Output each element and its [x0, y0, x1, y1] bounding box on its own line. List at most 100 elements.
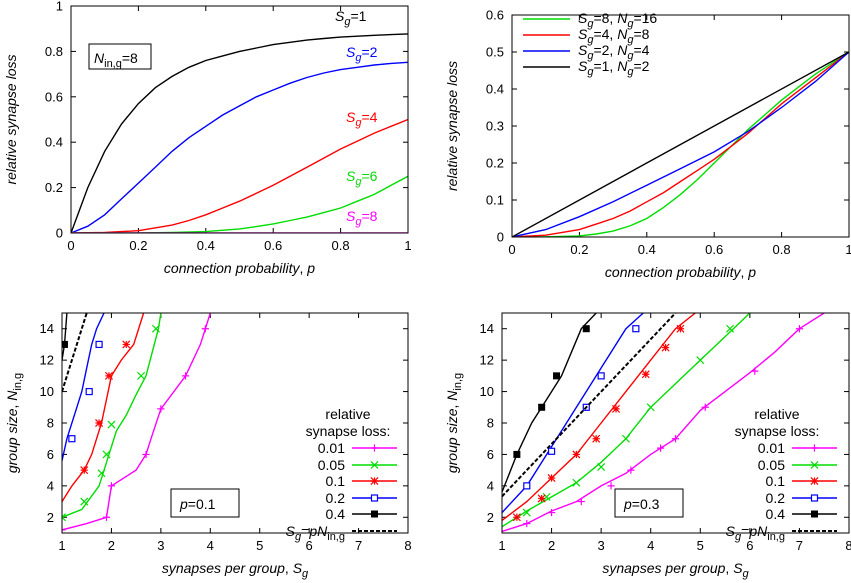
- y-tick-label: 0.2: [45, 180, 63, 195]
- y-tick-label: 8: [47, 416, 54, 431]
- data-point: [107, 420, 116, 429]
- legend-marker: [370, 444, 379, 452]
- y-tick-label: 0.5: [486, 45, 504, 60]
- data-point: [553, 372, 561, 380]
- annotation-text: p=0.1: [179, 496, 216, 512]
- data-point: [513, 450, 521, 458]
- series-line: [71, 33, 408, 233]
- series-line: [512, 51, 849, 237]
- data-point: [661, 343, 670, 352]
- data-point: [107, 482, 116, 490]
- y-tick-label: 1: [56, 0, 63, 14]
- series-line: [502, 313, 677, 498]
- x-tick-label: 0.2: [129, 238, 147, 253]
- data-point: [523, 482, 531, 490]
- x-axis-label: connection probability, p: [164, 260, 315, 276]
- data-point: [547, 473, 556, 483]
- data-point: [538, 403, 546, 411]
- y-tick-label: 0.3: [486, 119, 504, 134]
- x-tick-label: 5: [697, 538, 704, 553]
- y-tick-label: 0.1: [486, 193, 504, 208]
- series-line: [71, 118, 408, 233]
- series-line: [71, 61, 408, 233]
- x-tick-label: 0: [67, 238, 74, 253]
- plot-frame: [61, 312, 409, 534]
- legend-label: 0.4: [326, 506, 346, 522]
- x-tick-label: 0.4: [638, 242, 656, 257]
- data-point: [95, 418, 104, 428]
- x-tick-label: 4: [647, 538, 654, 553]
- data-point: [137, 371, 146, 380]
- data-point: [547, 447, 556, 455]
- data-point: [97, 469, 106, 478]
- data-point: [122, 340, 131, 349]
- plot-frame: [70, 5, 409, 234]
- annotation-text: p=0.3: [623, 496, 660, 512]
- x-tick-label: 0.8: [332, 238, 350, 253]
- x-tick-label: 5: [256, 538, 263, 553]
- data-point: [68, 435, 76, 443]
- y-tick-label: 2: [47, 510, 54, 525]
- annotation-box: [170, 488, 240, 518]
- plot-frame: [511, 14, 850, 238]
- y-axis-label: relative synapse loss: [444, 61, 460, 191]
- data-point: [592, 434, 601, 443]
- x-tick-label: 6: [746, 538, 753, 553]
- y-axis-label: relative synapse loss: [3, 54, 19, 184]
- x-tick-label: 0.8: [773, 242, 791, 257]
- data-point: [572, 478, 581, 487]
- y-tick-label: 0.2: [486, 156, 504, 171]
- data-point: [201, 325, 209, 333]
- data-point: [632, 325, 640, 333]
- data-point: [181, 372, 190, 380]
- legend-label: Sg​=pNin,g​: [286, 523, 345, 543]
- data-point: [627, 466, 635, 474]
- data-point: [607, 482, 615, 490]
- y-axis-label: group size, Nin,g​: [4, 373, 24, 473]
- data-point: [676, 324, 685, 333]
- y-axis-label: group size, Nin,g​: [444, 373, 464, 473]
- x-tick-label: 0.4: [197, 238, 215, 253]
- legend-marker: [810, 494, 819, 502]
- x-tick-label: 7: [796, 538, 803, 553]
- data-point: [597, 372, 605, 380]
- y-tick-label: 0.8: [45, 44, 63, 59]
- curve-label: Sg=4: [346, 109, 378, 129]
- legend-label: Sg=1, Ng=2: [578, 58, 650, 78]
- x-tick-label: 0: [508, 242, 515, 257]
- legend-title: relative: [754, 406, 799, 422]
- x-tick-label: 8: [404, 538, 411, 553]
- y-tick-label: 4: [47, 478, 54, 493]
- x-axis-label: synapses per group, Sg​: [602, 560, 749, 580]
- legend-label: 0.01: [318, 440, 345, 456]
- panel-b: 0 0.2 0.4 0.6 0.8 1 0 0.1 0.2 0.3 0.4 0.5 0.6 connect…: [444, 8, 851, 281]
- data-point: [726, 324, 735, 333]
- series-line: [512, 51, 849, 237]
- y-tick-label: 0.4: [45, 135, 63, 150]
- series-line: [62, 313, 105, 461]
- legend-label: 0.2: [326, 490, 346, 506]
- data-point: [104, 371, 113, 380]
- data-point: [696, 356, 705, 365]
- data-point: [142, 450, 150, 459]
- data-point: [657, 444, 665, 452]
- curve-label: Sg=2: [346, 44, 378, 64]
- y-tick-label: 6: [487, 447, 494, 462]
- series-line: [512, 51, 849, 237]
- x-tick-label: 2: [108, 538, 115, 553]
- legend-title: synapse loss:: [306, 423, 391, 439]
- data-point: [611, 404, 621, 413]
- y-tick-label: 8: [487, 416, 494, 431]
- series-line: [62, 313, 162, 518]
- data-point: [62, 513, 67, 522]
- x-axis-label: synapses per group, Sg​: [162, 560, 309, 580]
- data-point: [523, 519, 531, 528]
- data-point: [577, 497, 585, 506]
- data-point: [102, 450, 111, 459]
- data-point: [547, 508, 556, 517]
- series-line: [62, 313, 88, 392]
- legend-label: Sg​=pNin,g​: [726, 523, 785, 543]
- data-point: [795, 325, 804, 333]
